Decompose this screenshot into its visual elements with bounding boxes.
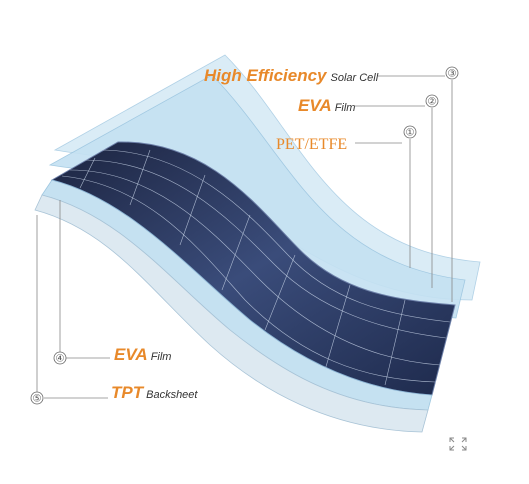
label: EVA Film <box>298 96 355 115</box>
expand-button[interactable] <box>446 434 467 454</box>
cell-grid <box>61 149 451 386</box>
leader-1 <box>355 139 411 268</box>
label-emphasis: EVA <box>298 96 332 115</box>
label-text: Backsheet <box>146 389 198 401</box>
leader-4 <box>59 200 110 359</box>
marker <box>403 125 417 139</box>
label-number: ③ <box>448 69 457 80</box>
label-number: ② <box>428 97 437 108</box>
label-emphasis: High Efficiency <box>204 66 328 85</box>
tpt-layer <box>34 194 429 433</box>
label-emphasis: TPT <box>111 383 145 402</box>
marker <box>445 66 459 80</box>
label-number: ⑤ <box>33 394 42 405</box>
label: TPT Backsheet <box>111 383 198 402</box>
marker <box>30 391 44 405</box>
label-emphasis: PET/ETFE <box>276 136 347 153</box>
leader-3 <box>378 75 453 302</box>
label-number: ① <box>406 128 415 139</box>
label-emphasis: EVA <box>114 345 148 364</box>
label-text: Film <box>335 102 356 114</box>
leader-5 <box>36 215 108 399</box>
leader-2 <box>355 105 433 288</box>
label-text: Solar Cell <box>331 72 379 84</box>
label-number: ④ <box>56 354 65 365</box>
marker <box>425 94 439 108</box>
label: EVA Film <box>114 345 171 364</box>
marker <box>53 351 67 365</box>
label: High Efficiency Solar Cell <box>204 66 379 85</box>
label-text: Film <box>151 351 172 363</box>
